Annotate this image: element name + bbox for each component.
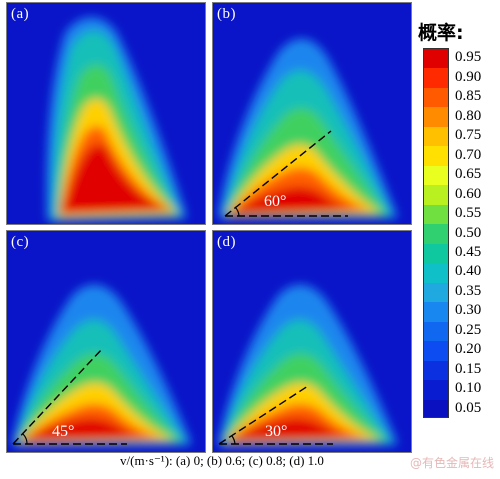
probability-map-d: [218, 284, 398, 446]
colorbar-swatch: [424, 126, 448, 147]
probability-map-b: [218, 38, 398, 218]
colorbar-tick-label: 0.15: [455, 360, 482, 377]
colorbar-swatch: [424, 399, 448, 417]
colorbar-tick-label: 0.20: [455, 341, 482, 358]
colorbar-swatch: [424, 263, 448, 284]
colorbar-swatch: [424, 87, 448, 108]
colorbar-tick-label: 0.55: [455, 205, 482, 222]
colorbar-swatch: [424, 282, 448, 303]
colorbar-tick-label: 0.95: [455, 49, 482, 66]
colorbar-tick-label: 0.10: [455, 380, 482, 397]
watermark: @有色金属在线: [409, 456, 494, 470]
panel-d: (d) 30°: [212, 230, 412, 453]
colorbar-swatch: [424, 360, 448, 381]
colorbar-tick-label: 0.50: [455, 224, 482, 241]
caption: v/(m·s⁻¹): (a) 0; (b) 0.6; (c) 0.8; (d) …: [120, 453, 324, 468]
panel-a: (a): [6, 2, 206, 225]
colorbar-tick-label: 0.60: [455, 185, 482, 202]
colorbar-swatch: [424, 107, 448, 128]
colorbar-tick-label: 0.25: [455, 321, 482, 338]
colorbar-swatch: [424, 165, 448, 186]
probability-map-c: [12, 284, 192, 446]
colorbar-tick-label: 0.65: [455, 166, 482, 183]
colorbar-tick-label: 0.35: [455, 282, 482, 299]
angle-label: 30°: [265, 423, 288, 440]
colorbar-swatch: [424, 204, 448, 225]
colorbar-tick-label: 0.40: [455, 263, 482, 280]
colorbar-tick-label: 0.05: [455, 399, 482, 416]
colorbar-tick-label: 0.90: [455, 68, 482, 85]
legend-title: 概率:: [418, 22, 464, 44]
panel-b: (b) 60°: [212, 2, 412, 225]
colorbar-tick-label: 0.30: [455, 302, 482, 319]
colorbar-swatch: [424, 380, 448, 401]
colorbar-swatch: [424, 49, 448, 70]
colorbar-tick-label: 0.80: [455, 107, 482, 124]
colorbar-swatch: [424, 185, 448, 206]
colorbar-tick-label: 0.75: [455, 127, 482, 144]
colorbar-swatch: [424, 224, 448, 245]
panel-label: (b): [217, 6, 236, 22]
colorbar-swatch: [424, 302, 448, 323]
panel-label: (c): [11, 234, 30, 250]
colorbar-swatch: [424, 243, 448, 264]
angle-label: 45°: [52, 423, 75, 440]
panel-c: (c) 45°: [6, 230, 206, 453]
colorbar-swatch: [424, 146, 448, 167]
colorbar-tick-label: 0.70: [455, 146, 482, 163]
colorbar: [423, 48, 449, 418]
panel-label: (d): [217, 234, 236, 250]
probability-map-a: [46, 17, 187, 221]
angle-label: 60°: [264, 193, 287, 210]
colorbar-swatch: [424, 341, 448, 362]
colorbar-tick-label: 0.85: [455, 88, 482, 105]
colorbar-swatch: [424, 68, 448, 89]
colorbar-tick-label: 0.45: [455, 243, 482, 260]
panel-label: (a): [11, 6, 30, 22]
colorbar-swatch: [424, 321, 448, 342]
